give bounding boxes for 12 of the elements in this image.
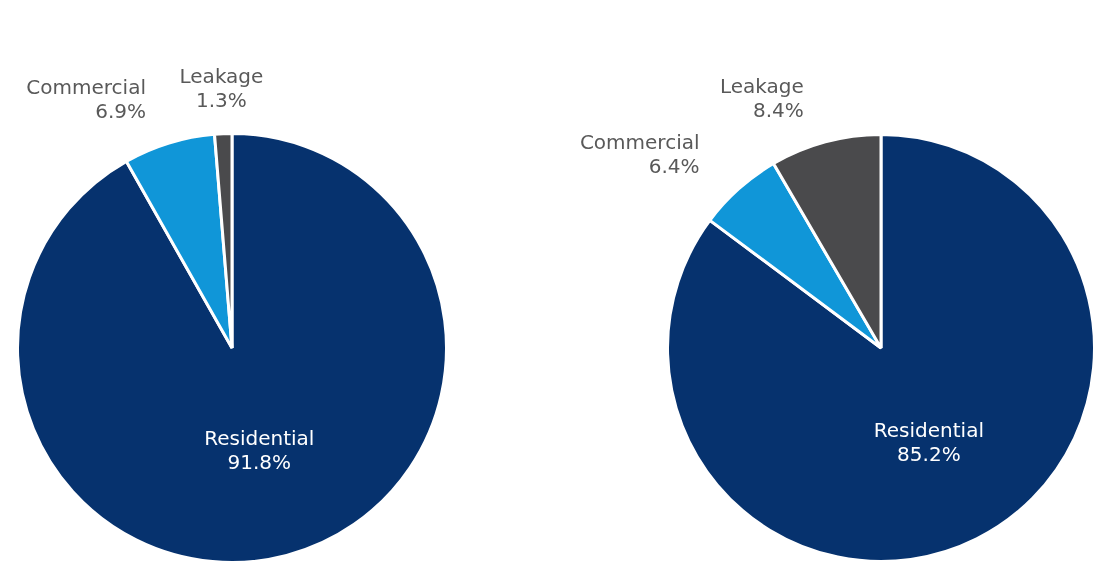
slice-label: Commercial bbox=[26, 75, 146, 100]
slice-label: Residential bbox=[873, 417, 984, 442]
data-label: 6.9% bbox=[95, 99, 146, 124]
slice-label: Residential bbox=[204, 425, 315, 450]
data-label: 6.4% bbox=[648, 154, 700, 179]
slice-label: Leakage bbox=[719, 73, 804, 98]
data-label: 85.2% bbox=[897, 441, 961, 466]
data-label: 1.3% bbox=[196, 87, 247, 112]
slice-label: Commercial bbox=[579, 130, 700, 155]
data-label: 91.8% bbox=[227, 449, 292, 474]
data-label: 8.4% bbox=[753, 97, 804, 122]
slice-label: Leakage bbox=[179, 63, 264, 88]
